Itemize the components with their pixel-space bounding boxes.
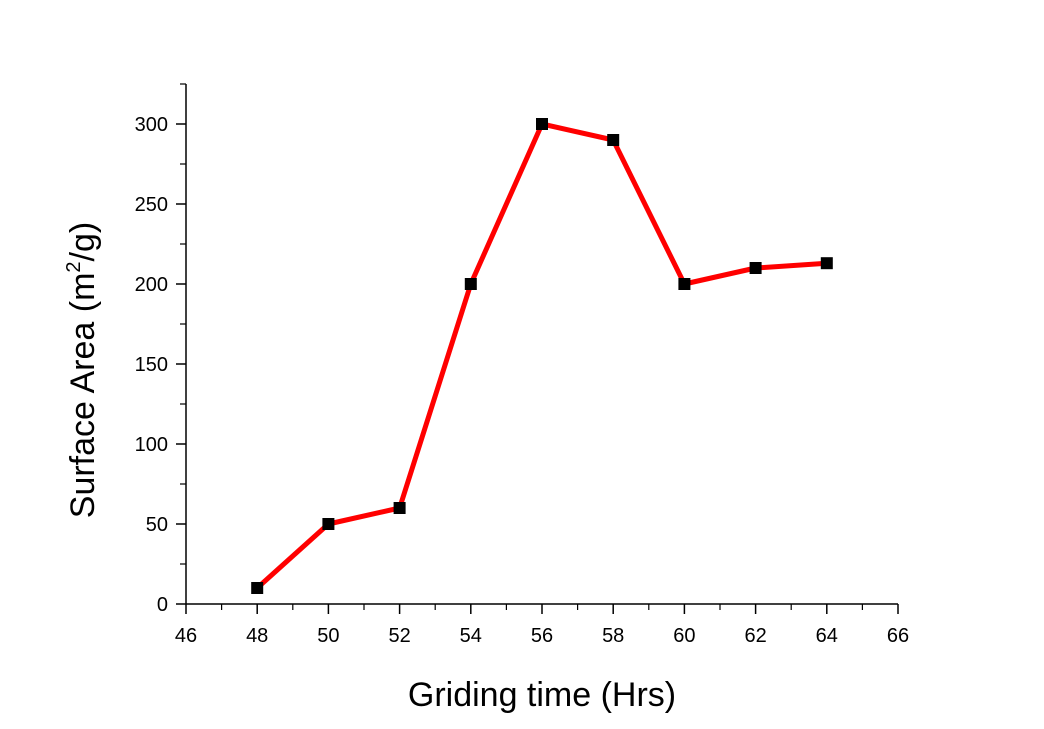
series-layer bbox=[251, 118, 833, 594]
x-tick-label: 46 bbox=[175, 625, 197, 647]
y-axis-title-tail: /g) bbox=[64, 222, 102, 262]
x-tick-label: 54 bbox=[460, 625, 482, 647]
y-tick-label: 300 bbox=[135, 114, 168, 136]
y-tick-label: 100 bbox=[135, 434, 168, 456]
data-point-marker bbox=[536, 118, 548, 130]
y-axis-title-superscript: 2 bbox=[63, 261, 85, 272]
x-tick-label: 62 bbox=[744, 625, 766, 647]
data-point-marker bbox=[322, 518, 335, 530]
data-point-marker bbox=[820, 257, 833, 270]
y-tick-label: 200 bbox=[135, 274, 168, 296]
x-tick-label: 66 bbox=[887, 625, 909, 647]
y-axis-title-main: Surface Area (m bbox=[64, 273, 102, 519]
x-tick-label: 56 bbox=[531, 625, 553, 647]
data-point-marker bbox=[678, 278, 691, 290]
y-tick-label: 50 bbox=[146, 514, 168, 536]
x-tick-label: 52 bbox=[388, 625, 410, 647]
y-tick-label: 0 bbox=[157, 594, 168, 616]
x-tick-label: 50 bbox=[317, 625, 339, 647]
data-point-marker bbox=[749, 262, 762, 274]
x-tick-label: 64 bbox=[816, 625, 838, 647]
x-axis-title: Griding time (Hrs) bbox=[408, 676, 676, 714]
axes: 46 48 50 52 54 56 58 60 62 64 66 0 50 100 150 200 250 300 bbox=[135, 83, 909, 647]
data-point-marker bbox=[464, 278, 477, 290]
data-point-marker bbox=[393, 502, 406, 514]
data-point-marker bbox=[251, 582, 264, 594]
x-tick-label: 58 bbox=[602, 625, 624, 647]
data-point-marker bbox=[607, 134, 620, 146]
y-tick-label: 150 bbox=[135, 354, 168, 376]
series-line bbox=[254, 121, 830, 591]
x-tick-label: 48 bbox=[246, 625, 268, 647]
y-axis-title: Surface Area (m2/g) bbox=[63, 222, 102, 518]
x-tick-label: 60 bbox=[673, 625, 695, 647]
y-tick-label: 250 bbox=[135, 194, 168, 216]
